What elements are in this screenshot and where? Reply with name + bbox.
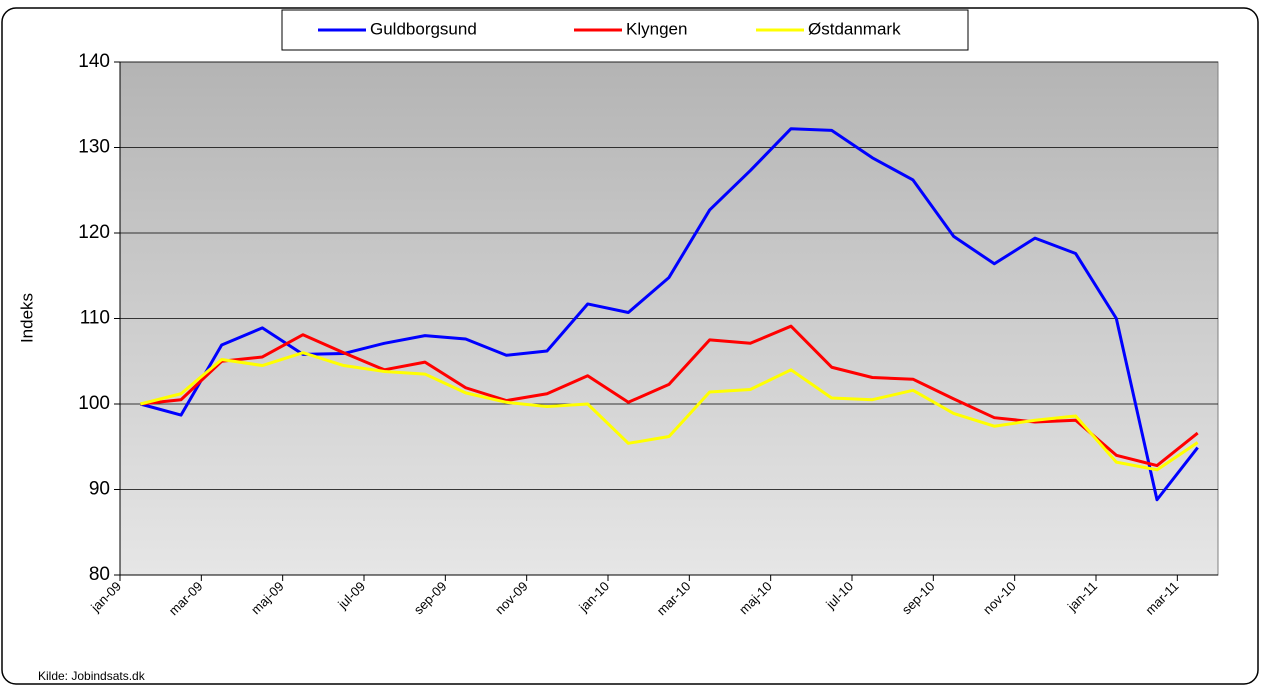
source: Kilde: Jobindsats.dk — [38, 669, 146, 683]
legend-label: Guldborgsund — [370, 19, 477, 38]
legend-label: Klyngen — [626, 19, 687, 38]
y-tick-label: 100 — [78, 393, 110, 414]
legend-label: Østdanmark — [808, 19, 901, 38]
series-line — [140, 324, 1199, 468]
y-tick-label: 140 — [78, 51, 110, 72]
y-tick-label: 120 — [78, 222, 110, 243]
y-tick-label: 80 — [89, 564, 110, 585]
y-tick-label: 130 — [78, 137, 110, 158]
series-line — [139, 351, 1199, 472]
y-axis-label: Indeks — [17, 293, 36, 343]
legend — [281, 9, 969, 51]
y-tick-label: 90 — [89, 479, 110, 500]
series-line — [139, 127, 1199, 502]
y-tick-label: 110 — [80, 308, 110, 329]
